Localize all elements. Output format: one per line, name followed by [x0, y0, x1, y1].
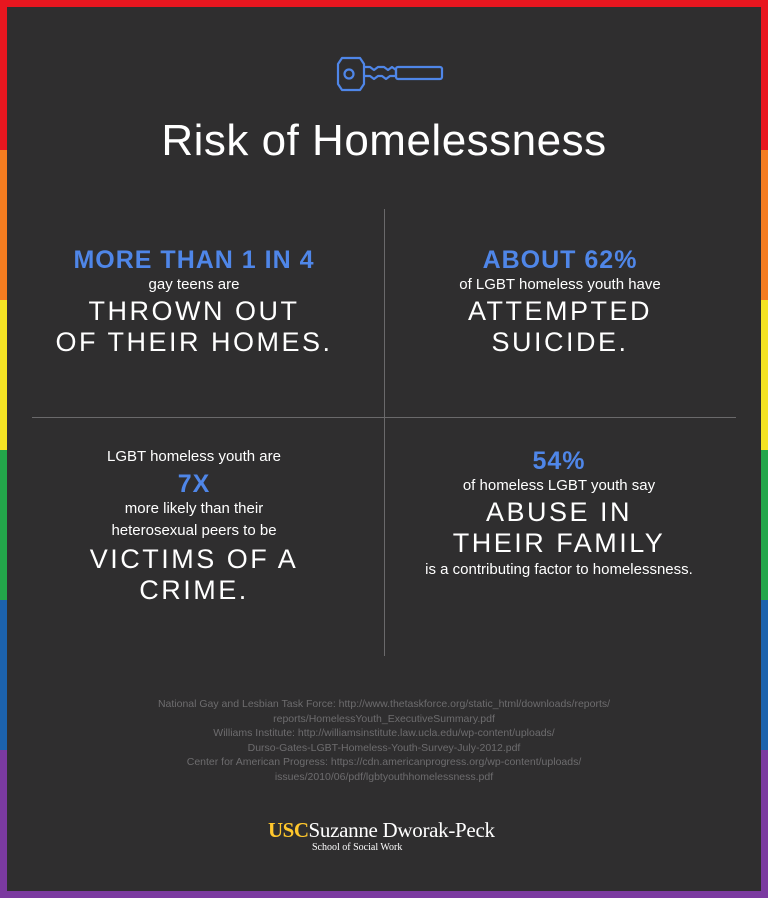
usc-logo: USCSuzanne Dworak-Peck School of Social … [268, 818, 508, 853]
page-title: Risk of Homelessness [161, 116, 607, 165]
stat-headline: ABUSE IN [485, 497, 633, 527]
divider-horizontal [32, 417, 736, 418]
stat-headline: OF THEIR HOMES. [55, 327, 333, 357]
stat-headline: SUICIDE. [491, 327, 629, 357]
logo-school-name: Suzanne Dworak-Peck [308, 818, 495, 842]
stat-block-abuse: 54% of homeless LGBT youth say ABUSE IN … [394, 447, 724, 581]
stat-value: MORE THAN 1 IN 4 [73, 246, 315, 274]
stat-value: ABOUT 62% [482, 246, 638, 274]
stat-caption: of LGBT homeless youth have [459, 276, 661, 293]
source-line: National Gay and Lesbian Task Force: htt… [157, 698, 611, 710]
source-line: issues/2010/06/pdf/lgbtyouthhomelessness… [274, 770, 494, 783]
stat-block-thrown-out: MORE THAN 1 IN 4 gay teens are THROWN OU… [32, 246, 356, 358]
stat-caption: is a contributing factor to homelessness… [425, 561, 693, 578]
stat-caption: gay teens are [148, 276, 240, 293]
stat-caption: heterosexual peers to be [111, 522, 277, 539]
stat-caption: LGBT homeless youth are [107, 448, 281, 465]
divider-vertical [384, 209, 385, 656]
key-icon [336, 56, 444, 92]
stat-value: 7X [177, 470, 211, 498]
source-line: reports/HomelessYouth_ExecutiveSummary.p… [273, 712, 495, 725]
stat-block-crime: LGBT homeless youth are 7X more likely t… [32, 446, 356, 606]
stat-caption: more likely than their [124, 500, 264, 517]
logo-subtitle: School of Social Work [312, 842, 403, 853]
logo-usc: USC [268, 818, 309, 842]
stat-value: 54% [532, 447, 586, 475]
stat-headline: VICTIMS OF A CRIME. [89, 544, 299, 605]
stat-caption: of homeless LGBT youth say [462, 477, 656, 494]
source-line: Durso-Gates-LGBT-Homeless-Youth-Survey-J… [247, 741, 521, 754]
sources-list: National Gay and Lesbian Task Force: htt… [60, 697, 708, 784]
stat-headline: ATTEMPTED [468, 296, 652, 326]
source-line: Williams Institute: http://williamsinsti… [213, 727, 555, 739]
source-line: Center for American Progress: https://cd… [186, 756, 582, 768]
stat-headline: THROWN OUT [88, 296, 300, 326]
stat-block-suicide: ABOUT 62% of LGBT homeless youth have AT… [400, 246, 720, 358]
stat-headline: THEIR FAMILY [452, 528, 666, 558]
